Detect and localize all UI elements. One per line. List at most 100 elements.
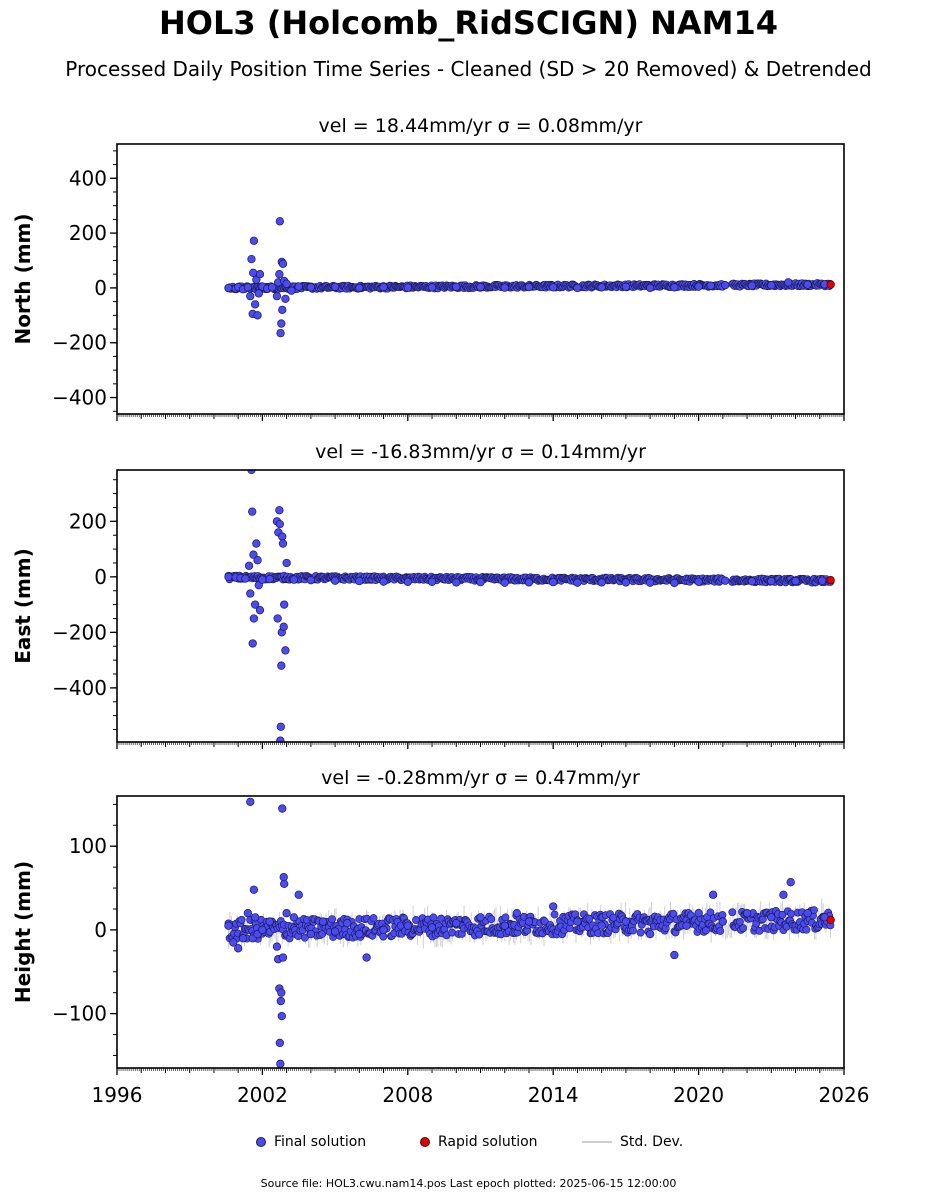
north-final-point: [476, 282, 485, 292]
height-final-point: [278, 804, 287, 813]
height-final-point: [379, 925, 388, 935]
east-ytick-label: 0: [94, 565, 107, 589]
height-final-point: [272, 942, 282, 951]
east-ytick-label: −200: [52, 620, 107, 644]
east-final-point: [694, 577, 703, 587]
source-footer: Source file: HOL3.cwu.nam14.pos Last epo…: [260, 1177, 677, 1190]
east-final-point: [250, 600, 260, 609]
height-final-point: [258, 925, 267, 935]
height-final-point: [500, 921, 509, 930]
height-final-point: [487, 915, 496, 924]
height-final-point: [550, 910, 559, 919]
north-final-solution-points: [224, 217, 829, 338]
east-final-point: [597, 578, 606, 587]
std-dev-line-marker: [582, 1141, 612, 1143]
legend-label-std: Std. Dev.: [620, 1134, 684, 1150]
east-final-point: [306, 576, 316, 585]
east-final-point: [258, 575, 267, 584]
north-final-point: [721, 281, 730, 290]
height-final-point: [585, 914, 594, 923]
height-final-point: [728, 908, 737, 917]
height-final-point: [670, 950, 679, 960]
north-final-point: [278, 305, 287, 314]
height-final-point: [403, 921, 412, 930]
height-panel: vel = -0.28mm/yr σ = 0.47mm/yr Height (mm…: [11, 767, 869, 1107]
height-final-point: [802, 925, 811, 934]
height-final-point: [277, 1011, 286, 1021]
east-final-point: [276, 722, 285, 731]
height-final-point: [742, 909, 752, 918]
height-final-point: [369, 914, 378, 922]
height-final-point: [736, 918, 744, 926]
east-ylabel: East (mm): [11, 548, 35, 664]
east-final-point: [224, 572, 233, 582]
final-solution-marker: [256, 1137, 266, 1147]
east-final-point: [721, 576, 730, 585]
height-xtick-label: 2008: [382, 1083, 433, 1107]
height-xtick-label: 2002: [237, 1083, 288, 1107]
east-final-point: [248, 639, 257, 648]
north-final-point: [294, 282, 303, 291]
north-ytick-label: 0: [94, 276, 107, 300]
north-final-point: [784, 278, 793, 287]
height-final-point: [237, 915, 246, 924]
north-final-point: [224, 283, 233, 293]
height-final-point: [524, 917, 534, 926]
height-final-point: [429, 913, 438, 922]
height-final-point: [810, 906, 818, 915]
height-final-point: [573, 917, 582, 926]
north-final-point: [500, 283, 509, 292]
height-final-point: [716, 927, 725, 935]
height-final-point: [280, 879, 289, 889]
height-final-point: [787, 909, 796, 918]
east-final-point: [275, 519, 284, 529]
east-final-point: [500, 578, 509, 587]
north-panel-title: vel = 18.44mm/yr σ = 0.08mm/yr: [319, 115, 643, 137]
north-final-point: [670, 283, 679, 292]
east-final-point: [330, 576, 340, 585]
north-ytick-label: 400: [69, 166, 107, 190]
north-final-point: [706, 281, 715, 290]
east-plot-area: [224, 470, 835, 742]
height-ytick-label: 100: [69, 834, 107, 858]
north-ytick-label: 200: [69, 221, 107, 245]
legend-item-final: Final solution: [256, 1134, 366, 1150]
east-final-point: [791, 576, 800, 586]
north-final-point: [276, 328, 285, 338]
height-final-point: [476, 913, 485, 922]
north-final-point: [272, 291, 282, 301]
east-final-point: [767, 576, 776, 586]
east-final-point: [645, 578, 655, 587]
rapid-solution-marker: [420, 1137, 430, 1147]
north-ytick-label: −200: [52, 331, 107, 355]
height-xtick-label: 2014: [528, 1083, 579, 1107]
north-final-point: [275, 270, 284, 279]
height-final-solution-points: [224, 797, 829, 1068]
height-final-point: [246, 797, 255, 807]
height-final-point: [597, 921, 606, 930]
height-final-point: [629, 926, 637, 935]
height-xtick-label: 2020: [673, 1083, 724, 1107]
height-final-point: [224, 921, 233, 930]
east-final-point: [252, 539, 261, 548]
north-final-point: [767, 281, 776, 290]
height-final-point: [300, 933, 309, 942]
height-final-point: [786, 878, 795, 887]
height-final-point: [265, 917, 274, 926]
north-final-point: [379, 282, 388, 292]
height-final-point: [238, 934, 248, 943]
east-final-point: [289, 575, 299, 584]
north-final-point: [803, 280, 812, 289]
east-final-point: [549, 577, 558, 587]
east-final-point: [379, 577, 388, 586]
east-panel: vel = -16.83mm/yr σ = 0.14mm/yr East (mm)…: [11, 441, 845, 749]
height-final-point: [294, 890, 303, 899]
east-rapid-point: [826, 576, 835, 585]
height-final-point: [330, 927, 340, 936]
height-final-point: [739, 924, 748, 933]
north-final-point: [253, 311, 262, 320]
north-ylabel: North (mm): [11, 213, 35, 344]
height-final-point: [512, 909, 521, 918]
height-ylabel: Height (mm): [11, 861, 35, 1003]
